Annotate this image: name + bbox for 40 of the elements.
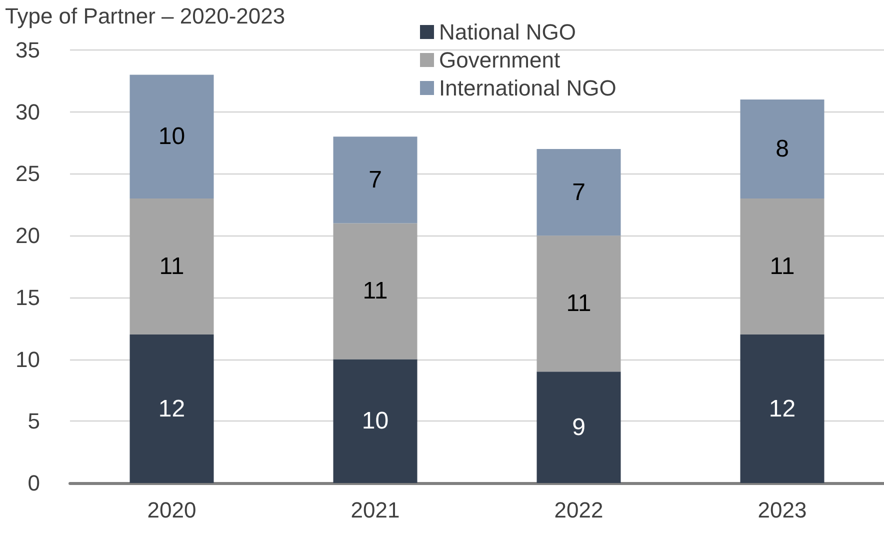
bar xyxy=(536,372,621,483)
bar xyxy=(130,198,214,335)
data-label: 9 xyxy=(572,414,586,441)
data-label: 12 xyxy=(768,395,796,422)
bar xyxy=(333,223,418,360)
x-tick-label: 2020 xyxy=(147,498,196,522)
y-tick-label: 30 xyxy=(16,99,40,124)
bar xyxy=(740,198,824,335)
data-label: 11 xyxy=(362,278,388,305)
bar xyxy=(536,148,621,236)
data-label: 11 xyxy=(159,253,184,280)
legend-label: National NGO xyxy=(439,20,576,44)
y-tick-label: 15 xyxy=(16,284,40,310)
bar xyxy=(740,99,824,198)
data-label: 12 xyxy=(158,395,186,422)
data-label: 7 xyxy=(572,178,586,206)
y-tick-label: 25 xyxy=(16,161,40,186)
chart-title: Type of Partner – 2020-2023 xyxy=(5,4,286,28)
y-tick-label: 20 xyxy=(16,223,40,248)
y-tick-label: 5 xyxy=(28,408,40,434)
data-label: 10 xyxy=(362,408,389,435)
bar xyxy=(130,334,214,483)
data-label: 11 xyxy=(566,290,592,318)
bar xyxy=(333,136,418,224)
legend-label: International NGO xyxy=(439,76,616,100)
y-tick-label: 0 xyxy=(28,470,40,496)
bar xyxy=(130,74,214,198)
x-tick-label: 2023 xyxy=(758,498,807,522)
data-label: 7 xyxy=(368,166,382,194)
x-tick-label: 2021 xyxy=(350,498,400,522)
y-tick-label: 10 xyxy=(16,346,40,372)
bar xyxy=(333,359,418,483)
data-label: 10 xyxy=(158,123,186,150)
legend-label: Government xyxy=(439,48,560,72)
y-tick-label: 35 xyxy=(16,38,40,62)
x-tick-label: 2022 xyxy=(554,498,604,522)
bar xyxy=(740,334,824,483)
data-label: 8 xyxy=(776,135,789,162)
bar xyxy=(536,236,621,372)
data-label: 11 xyxy=(770,253,795,280)
